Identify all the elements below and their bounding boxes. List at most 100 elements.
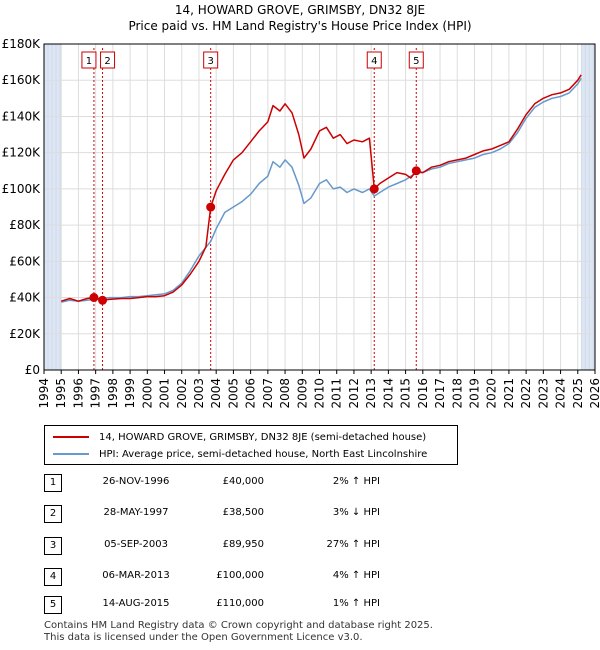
x-tick-label: 2009 (295, 378, 309, 409)
x-tick-label: 2001 (158, 378, 172, 409)
legend-item-property: 14, HOWARD GROVE, GRIMSBY, DN32 8JE (sem… (53, 429, 426, 445)
transaction-number: 1 (44, 474, 62, 492)
x-tick-label: 2021 (502, 378, 516, 409)
hpi-series-line (61, 78, 582, 303)
transaction-number: 4 (44, 568, 62, 586)
plot-border (43, 43, 596, 371)
x-tick-label: 1995 (54, 378, 68, 409)
sale-point (89, 293, 99, 303)
x-tick-label: 2013 (364, 378, 378, 409)
price-chart: 1 2 3 4 5 £0 £20K £40K £60K £80K £100K £120K £140K £… (2, 37, 600, 409)
x-tick-label: 2008 (278, 378, 292, 409)
transaction-row: 4 06-MAR-2013 £100,000 4% ↑ HPI (44, 568, 464, 586)
sale-number-label: 3 (207, 56, 213, 67)
transaction-hpi: 27% ↑ HPI (326, 539, 380, 550)
y-tick-label: £140K (2, 109, 42, 123)
y-tick-label: £80K (9, 218, 41, 232)
pre-data-shade (44, 44, 62, 370)
sale-point (369, 184, 379, 194)
transaction-date: 26-NOV-1996 (102, 476, 170, 487)
x-tick-label: 2024 (554, 378, 568, 409)
footer-copyright: Contains HM Land Registry data © Crown c… (44, 620, 433, 631)
x-tick-label: 2005 (226, 378, 240, 409)
chart-title: 14, HOWARD GROVE, GRIMSBY, DN32 8JE (174, 3, 426, 17)
x-tick-label: 2020 (485, 378, 499, 409)
x-tick-label: 1997 (89, 378, 103, 409)
transaction-row: 3 05-SEP-2003 £89,950 27% ↑ HPI (44, 537, 464, 555)
transaction-price: £40,000 (222, 476, 264, 487)
legend-label-hpi: HPI: Average price, semi-detached house,… (99, 448, 428, 460)
y-tick-label: £180K (2, 37, 42, 51)
transaction-row: 1 26-NOV-1996 £40,000 2% ↑ HPI (44, 474, 464, 492)
sale-number-label: 2 (104, 56, 110, 67)
transaction-price: £100,000 (216, 570, 264, 581)
property-series-line (60, 74, 582, 302)
x-tick-label: 2016 (416, 378, 430, 409)
footer: Contains HM Land Registry data © Crown c… (44, 620, 433, 644)
transaction-hpi: 2% ↑ HPI (332, 476, 380, 487)
x-tick-label: 2002 (175, 378, 189, 409)
legend-item-hpi: HPI: Average price, semi-detached house,… (53, 446, 427, 462)
transaction-date: 06-MAR-2013 (102, 570, 170, 581)
x-tick-label: 2023 (536, 378, 550, 409)
sale-number-box (81, 51, 97, 69)
transaction-number: 2 (44, 505, 62, 523)
x-tick-label: 2014 (381, 378, 395, 409)
transaction-hpi: 4% ↑ HPI (332, 570, 380, 581)
post-data-shade (581, 44, 595, 370)
x-tick-label: 2017 (433, 378, 447, 409)
sale-number-box (100, 51, 116, 69)
legend: 14, HOWARD GROVE, GRIMSBY, DN32 8JE (sem… (44, 425, 458, 465)
y-tick-label: £20K (9, 327, 41, 341)
y-tick-label: £160K (2, 73, 42, 87)
sale-number-box (203, 51, 219, 69)
x-tick-label: 1999 (123, 378, 137, 409)
x-tick-label: 2018 (450, 378, 464, 409)
sale-number-box (408, 51, 424, 69)
sale-number-box (366, 51, 382, 69)
x-tick-label: 2012 (347, 378, 361, 409)
x-tick-label: 2000 (140, 378, 154, 409)
legend-label-property: 14, HOWARD GROVE, GRIMSBY, DN32 8JE (sem… (99, 431, 427, 443)
sale-point (206, 202, 216, 212)
sale-point (98, 295, 108, 305)
legend-swatch-hpi (53, 453, 89, 455)
transaction-number: 3 (44, 537, 62, 555)
transaction-price: £89,950 (222, 539, 264, 550)
transaction-price: £38,500 (222, 507, 264, 518)
x-tick-label: 2026 (588, 378, 600, 409)
transaction-date: 05-SEP-2003 (104, 539, 168, 550)
sale-number-label: 1 (86, 56, 92, 67)
sale-number-label: 4 (371, 56, 377, 67)
transaction-row: 2 28-MAY-1997 £38,500 3% ↓ HPI (44, 505, 464, 523)
x-tick-label: 2011 (330, 378, 344, 409)
x-tick-label: 1996 (71, 378, 85, 409)
x-tick-label: 1998 (106, 378, 120, 409)
transaction-hpi: 3% ↓ HPI (332, 507, 380, 518)
x-tick-label: 2022 (519, 378, 533, 409)
chart-subtitle: Price paid vs. HM Land Registry's House … (128, 19, 472, 33)
y-tick-label: £120K (2, 146, 42, 160)
x-tick-label: 2015 (399, 378, 413, 409)
sale-number-label: 5 (413, 56, 419, 67)
y-tick-label: £100K (2, 182, 42, 196)
transaction-row: 5 14-AUG-2015 £110,000 1% ↑ HPI (44, 596, 464, 614)
transaction-number: 5 (44, 596, 62, 614)
transaction-hpi: 1% ↑ HPI (332, 598, 380, 609)
footer-licence: This data is licensed under the Open Gov… (44, 632, 363, 643)
x-tick-label: 2010 (313, 378, 327, 409)
y-tick-label: £60K (9, 254, 41, 268)
x-tick-label: 1994 (37, 378, 51, 409)
x-tick-label: 2019 (467, 378, 481, 409)
x-tick-label: 2025 (571, 378, 585, 409)
y-tick-label: £0 (25, 363, 40, 377)
transaction-date: 14-AUG-2015 (102, 598, 170, 609)
legend-swatch-property (53, 436, 89, 438)
x-tick-label: 2004 (209, 378, 223, 409)
x-tick-label: 2003 (192, 378, 206, 409)
transaction-date: 28-MAY-1997 (103, 507, 169, 518)
sale-point (411, 166, 421, 176)
x-tick-label: 2006 (244, 378, 258, 409)
transaction-price: £110,000 (216, 598, 264, 609)
y-tick-label: £40K (9, 291, 41, 305)
